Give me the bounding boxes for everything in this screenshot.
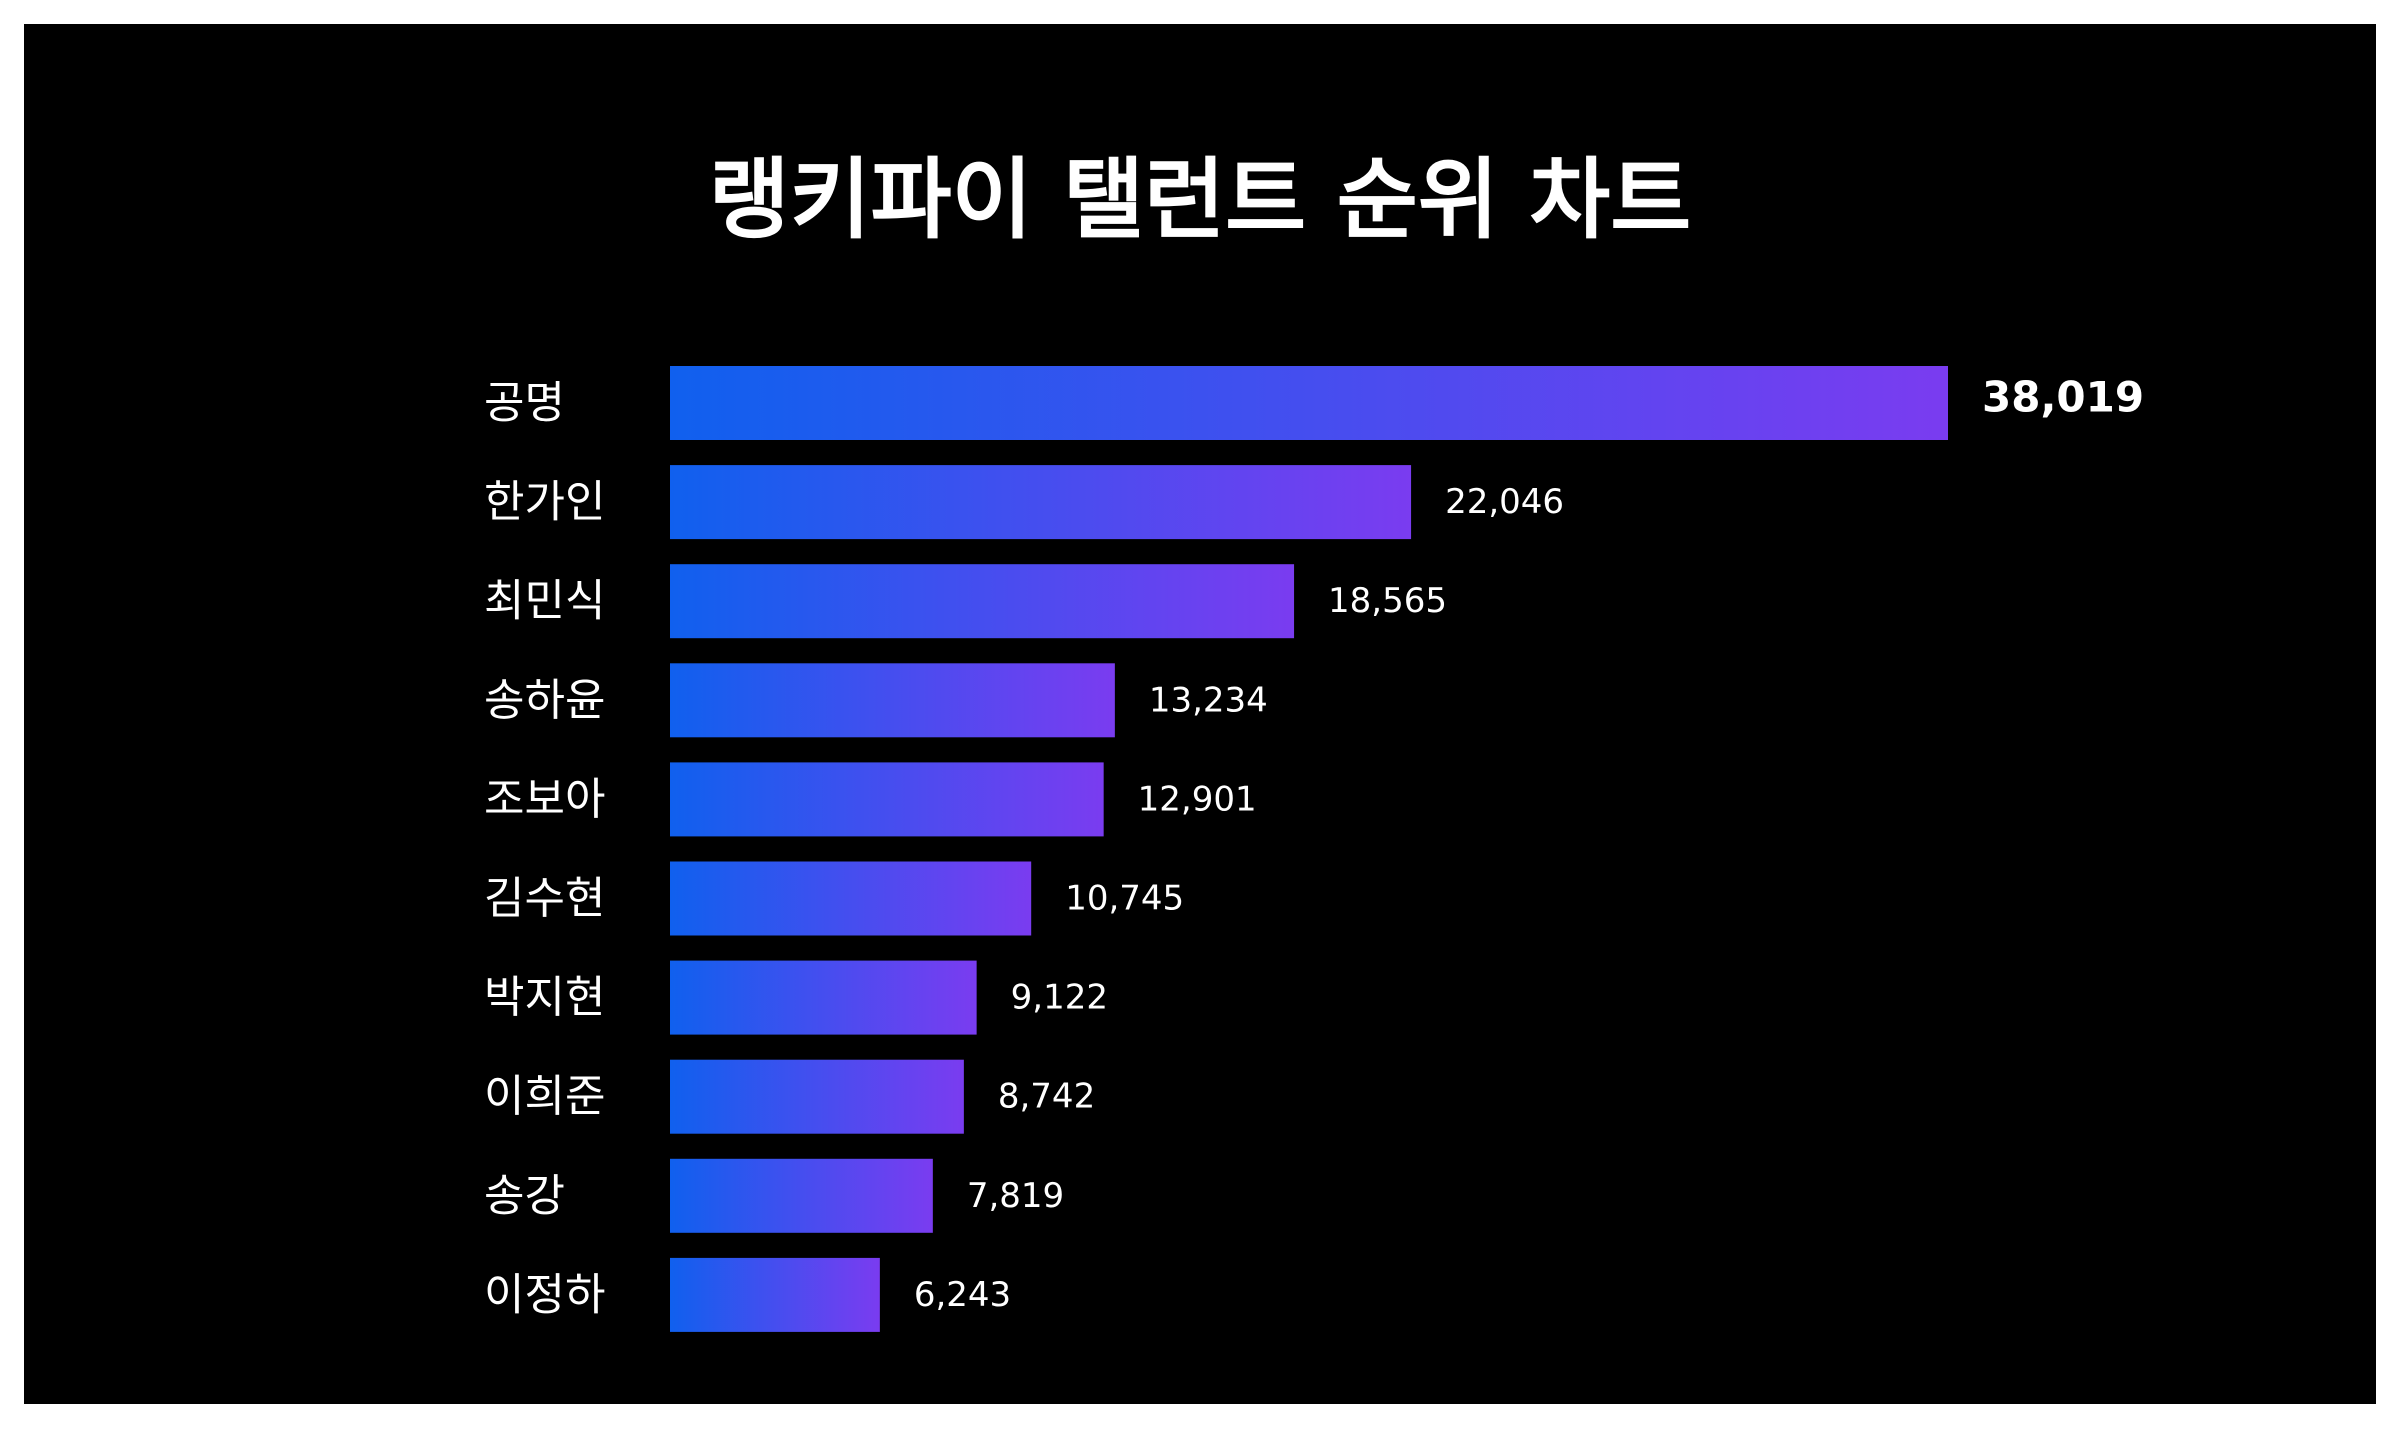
value-label: 10,745: [1065, 879, 1184, 919]
category-label: 송강: [484, 1170, 565, 1221]
value-label: 38,019: [1982, 373, 2144, 422]
bar-4: [670, 663, 1115, 738]
chart-title: 랭키파이 탤런트 순위 차트: [708, 148, 1692, 251]
bar-6: [670, 861, 1032, 936]
bars-group: 공명 38,019 한가인 22,046 최민식 18,565 송하윤 13,234 조보아 12…: [484, 366, 2144, 1332]
value-label: 12,901: [1138, 779, 1257, 819]
category-label: 이희준: [484, 1071, 605, 1122]
value-label: 6,243: [914, 1275, 1011, 1315]
bar-5: [670, 762, 1104, 837]
category-label: 송하윤: [484, 675, 605, 726]
value-label: 8,742: [998, 1077, 1095, 1117]
category-label: 이정하: [484, 1269, 605, 1320]
bar-7: [670, 960, 977, 1035]
category-label: 김수현: [484, 873, 605, 924]
category-label: 최민식: [484, 576, 605, 627]
bar-2: [670, 465, 1412, 540]
category-label: 한가인: [484, 477, 605, 528]
value-label: 18,565: [1328, 581, 1447, 621]
category-label: 박지현: [484, 972, 605, 1023]
bar-10: [670, 1257, 880, 1332]
category-label: 조보아: [484, 774, 605, 825]
bar-9: [670, 1158, 933, 1233]
category-label: 공명: [484, 378, 565, 429]
value-label: 9,122: [1011, 978, 1108, 1018]
chart-background: [24, 24, 2376, 1404]
bar-1: [670, 366, 1948, 440]
value-label: 22,046: [1445, 482, 1564, 522]
bar-3: [670, 564, 1295, 639]
bar-8: [670, 1059, 964, 1134]
value-label: 13,234: [1149, 680, 1268, 720]
value-label: 7,819: [967, 1176, 1064, 1216]
